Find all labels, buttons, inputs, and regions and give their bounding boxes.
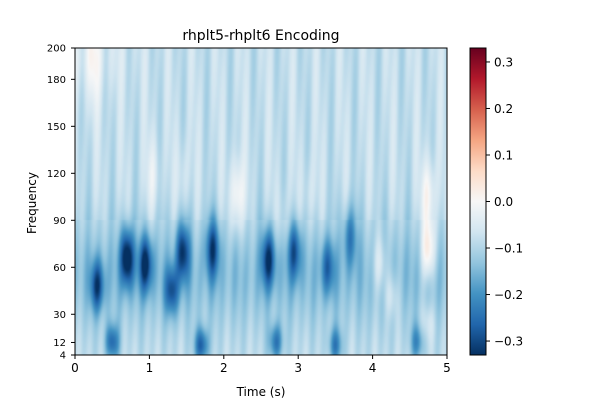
heatmap-image-container — [75, 48, 447, 355]
y-tick-label: 12 — [53, 338, 66, 349]
y-tick-label: 150 — [47, 122, 66, 133]
x-tick-label: 0 — [71, 361, 79, 375]
x-tick-label: 4 — [369, 361, 377, 375]
colorbar: 0.3 0.2 0.1 0.0 −0.1 −0.2 −0.3 — [469, 47, 523, 356]
x-axis: 0 1 2 3 4 5 — [71, 355, 451, 375]
y-tick-label: 200 — [47, 44, 66, 55]
colorbar-tick-label: 0.0 — [494, 195, 513, 209]
chart-title: rhplt5-rhplt6 Encoding — [182, 28, 339, 44]
y-tick-label: 4 — [60, 351, 66, 362]
colorbar-tick-label: −0.3 — [494, 335, 523, 349]
colorbar-scale — [469, 47, 487, 356]
y-axis-label: Frequency — [25, 172, 39, 234]
colorbar-tick-label: 0.2 — [494, 102, 513, 116]
y-tick-label: 30 — [53, 310, 66, 321]
y-tick-label: 180 — [47, 75, 66, 86]
colorbar-ticks: 0.3 0.2 0.1 0.0 −0.1 −0.2 −0.3 — [486, 55, 523, 349]
colorbar-tick-label: 0.3 — [494, 55, 513, 69]
x-tick-label: 3 — [294, 361, 302, 375]
x-tick-label: 2 — [220, 361, 228, 375]
heatmap-image — [75, 48, 447, 355]
y-axis: 4 12 30 60 90 120 150 180 200 — [47, 44, 75, 362]
y-tick-label: 90 — [53, 216, 66, 227]
x-tick-label: 5 — [443, 361, 451, 375]
colorbar-tick-label: 0.1 — [494, 148, 513, 162]
colorbar-tick-label: −0.1 — [494, 242, 523, 256]
x-axis-label: Time (s) — [236, 385, 286, 399]
x-tick-label: 1 — [146, 361, 154, 375]
heatmap-plot-area — [74, 47, 448, 356]
y-tick-label: 120 — [47, 169, 66, 180]
y-tick-label: 60 — [53, 263, 66, 274]
colorbar-tick-label: −0.2 — [494, 288, 523, 302]
plot-frame — [74, 47, 448, 356]
